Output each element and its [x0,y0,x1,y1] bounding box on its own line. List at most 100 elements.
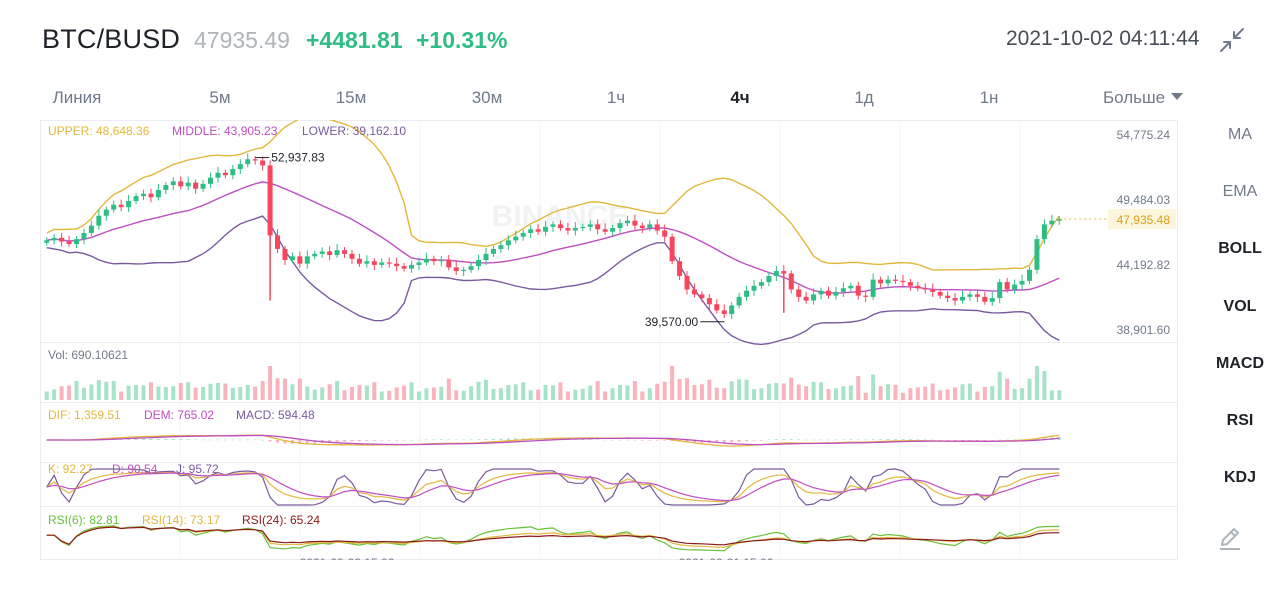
volume-bar [722,388,727,400]
pen-icon[interactable] [1216,524,1244,552]
volume-bar [201,387,206,400]
tab-1w[interactable]: 1н [979,88,999,107]
tab-1h[interactable]: 1ч [606,88,626,107]
current-price-tag [1108,209,1176,230]
candle-body [334,250,340,256]
current-price-label: 47,935.48 [1117,213,1171,227]
volume-bar [364,385,369,400]
candle-body [289,256,295,260]
volume-bar [342,390,347,400]
tab-line[interactable]: Линия [52,88,102,107]
indicator-rsi[interactable]: RSI [1226,412,1254,429]
volume-bar [960,384,965,400]
macd-histogram-bar [491,438,495,440]
volume-bar [327,384,332,400]
caret-down-icon [1171,93,1184,100]
kdj-k-label: K: 92.27 [48,462,93,476]
candle-body [967,294,973,297]
volume-bar [565,391,570,400]
candle-body [1049,220,1055,225]
volume-bar [171,386,176,400]
volume-bar [878,386,883,400]
volume-bar [967,383,972,400]
macd-histogram-bar [640,440,644,441]
macd-histogram-bar [998,439,1002,441]
candle-body [222,172,228,176]
macd-histogram-bar [953,440,957,441]
macd-histogram-bar [908,439,912,440]
indicator-ema[interactable]: EMA [1222,183,1258,200]
kdj-k-line [46,471,1060,503]
candle-body [498,245,504,249]
volume-bar [982,387,987,400]
macd-histogram-bar [804,439,808,441]
candle-body [230,169,236,176]
volume-bar [558,382,563,400]
current-datetime: 2021-10-02 04:11:44 [1006,27,1200,50]
candle-body [453,267,459,272]
tab-30m[interactable]: 30м [471,88,503,107]
macd-histogram-bar [454,439,458,441]
candle-body [803,296,809,301]
candle-body [744,290,750,297]
tab-4h[interactable]: 4ч [730,88,750,107]
candle-body [423,258,429,263]
indicator-vol[interactable]: VOL [1223,298,1257,315]
volume-bar [871,374,876,400]
candle-body [982,296,988,302]
candle-body [1041,224,1047,240]
candle-body [59,237,65,242]
candle-body [208,177,214,184]
macd-histogram-bar [350,440,354,442]
candle-body [632,220,638,226]
time-axis-label: 2021-09-21 15:00 [679,556,774,560]
candle-body [572,228,578,231]
candle-body [706,298,712,305]
volume-bar [104,381,109,400]
volume-bar [372,382,377,400]
macd-histogram-bar [797,439,801,441]
macd-histogram-bar [209,439,213,441]
macd-histogram-bar [1005,439,1009,441]
macd-histogram-bar [462,439,466,441]
macd-histogram-bar [432,439,436,441]
macd-histogram-bar [469,439,473,441]
indicator-boll[interactable]: BOLL [1218,240,1262,257]
macd-histogram-bar [826,439,830,441]
volume-bar [282,378,287,400]
candle-body [371,261,377,265]
macd-histogram-bar [663,440,667,441]
candle-body [535,229,541,232]
tab-5m[interactable]: 5м [209,88,231,107]
candle-body [66,241,72,245]
macd-histogram-bar [402,440,406,441]
volume-bar [357,385,362,400]
candle-body [88,225,94,233]
volume-bar [603,391,608,400]
volume-label: Vol: 690.10621 [48,348,128,362]
candle-body [200,183,206,189]
volume-bar [476,381,481,400]
tab-1d[interactable]: 1д [854,88,874,107]
macd-histogram-bar [864,439,868,441]
collapse-arrows-icon[interactable] [1218,26,1246,54]
indicator-macd[interactable]: MACD [1216,355,1264,372]
macd-histogram-bar [298,440,302,444]
candle-body [267,165,273,236]
volume-bar [67,385,72,400]
more-intervals-button[interactable]: Больше [1103,88,1184,108]
volume-bar [841,386,846,400]
indicator-kdj[interactable]: KDJ [1223,469,1256,486]
candle-body [736,296,742,306]
volume-bar [781,383,786,400]
more-label: Больше [1103,88,1166,107]
tab-15m[interactable]: 15м [335,88,367,107]
candle-body [543,226,549,232]
macd-histogram-bar [618,439,622,441]
indicator-ma[interactable]: MA [1228,126,1252,143]
trading-pair[interactable]: BTC/BUSD [42,24,181,54]
candle-body [602,229,608,232]
macd-histogram-bar [357,440,361,442]
macd-histogram-bar [819,439,823,441]
